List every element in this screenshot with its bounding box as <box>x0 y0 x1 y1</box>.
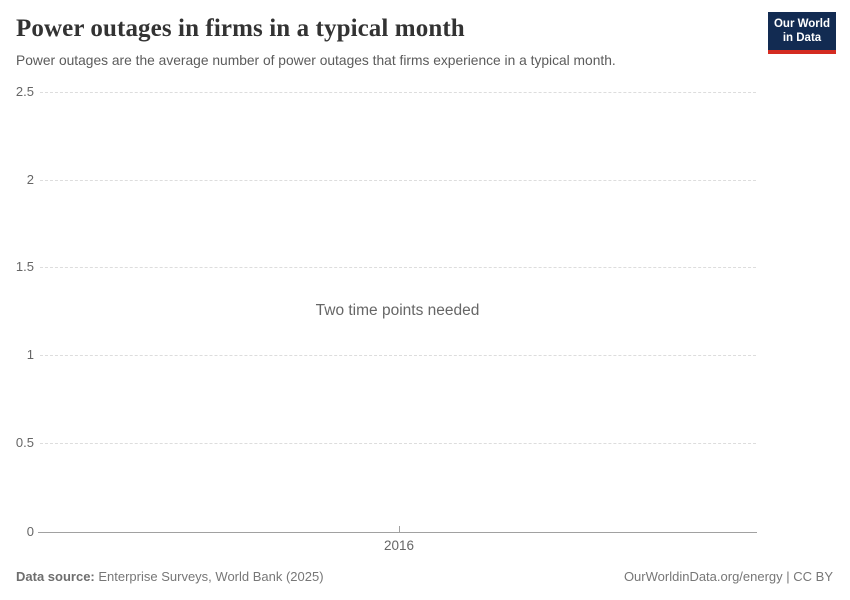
gridline <box>40 92 756 93</box>
y-axis-tick-label: 1 <box>26 347 34 362</box>
page-title: Power outages in firms in a typical mont… <box>16 15 465 42</box>
data-source[interactable]: Data source: Enterprise Surveys, World B… <box>16 569 324 584</box>
owid-logo-line1: Our World <box>773 18 830 30</box>
y-axis-tick-label: 0 <box>26 524 34 539</box>
attribution[interactable]: OurWorldinData.org/energy | CC BY <box>623 569 833 584</box>
owid-logo[interactable]: Our World in Data <box>768 12 836 54</box>
y-axis-tick-label: 0.5 <box>15 435 34 450</box>
data-source-label: Data source: <box>16 569 95 584</box>
y-axis-tick-label: 2.5 <box>15 84 34 99</box>
x-axis-tick-label: 2016 <box>383 538 415 553</box>
x-axis-tick <box>399 526 400 532</box>
gridline <box>40 180 756 181</box>
y-axis-tick-label: 1.5 <box>15 259 34 274</box>
no-data-message: Two time points needed <box>315 302 480 319</box>
x-axis-line <box>38 532 757 533</box>
gridline <box>40 355 756 356</box>
owid-logo-line2: in Data <box>782 32 822 45</box>
data-source-value: Enterprise Surveys, World Bank (2025) <box>94 569 324 584</box>
y-axis-tick-label: 2 <box>26 172 34 187</box>
gridline <box>40 267 756 268</box>
chart-subtitle: Power outages are the average number of … <box>16 53 616 68</box>
gridline <box>40 443 756 444</box>
